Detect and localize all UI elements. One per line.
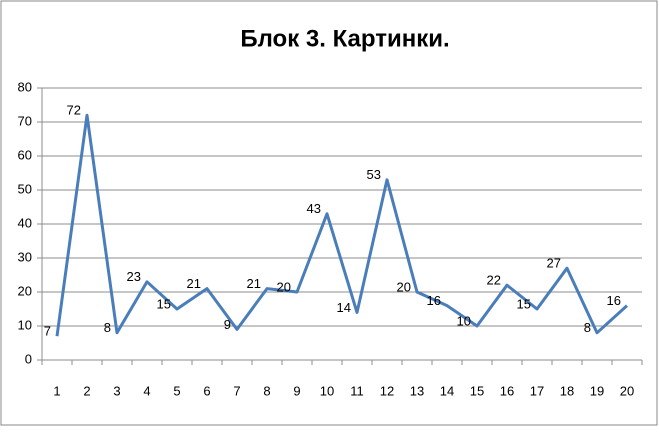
- x-tick-label: 16: [500, 383, 514, 398]
- data-label: 22: [487, 273, 501, 288]
- x-tick-label: 1: [53, 383, 60, 398]
- data-label: 72: [67, 103, 81, 118]
- x-tick-label: 18: [560, 383, 574, 398]
- x-tick-label: 7: [233, 383, 240, 398]
- x-tick-label: 5: [173, 383, 180, 398]
- data-label: 14: [337, 300, 351, 315]
- y-tick-label: 20: [18, 283, 32, 298]
- y-tick-label: 30: [18, 249, 32, 264]
- data-label: 7: [44, 324, 51, 339]
- y-tick-label: 0: [25, 351, 32, 366]
- x-tick-label: 15: [470, 383, 484, 398]
- chart-title: Блок 3. Картинки.: [240, 25, 449, 52]
- y-tick-label: 60: [18, 147, 32, 162]
- x-tick-label: 12: [380, 383, 394, 398]
- data-label: 16: [607, 293, 621, 308]
- x-tick-label: 17: [530, 383, 544, 398]
- y-tick-label: 70: [18, 113, 32, 128]
- data-label: 9: [224, 317, 231, 332]
- x-tick-label: 4: [143, 383, 150, 398]
- data-label: 21: [247, 276, 261, 291]
- y-tick-label: 50: [18, 181, 32, 196]
- x-tick-label: 6: [203, 383, 210, 398]
- x-tick-label: 14: [440, 383, 454, 398]
- x-tick-label: 11: [350, 383, 364, 398]
- x-tick-label: 20: [620, 383, 634, 398]
- x-tick-label: 3: [113, 383, 120, 398]
- data-label: 8: [104, 320, 111, 335]
- data-label: 10: [457, 313, 471, 328]
- data-label: 21: [187, 276, 201, 291]
- data-label: 53: [367, 167, 381, 182]
- data-label: 20: [277, 279, 291, 294]
- data-label: 43: [307, 201, 321, 216]
- y-tick-label: 10: [18, 317, 32, 332]
- data-label: 16: [427, 293, 441, 308]
- data-label: 15: [517, 296, 531, 311]
- x-tick-label: 10: [320, 383, 334, 398]
- x-tick-label: 2: [83, 383, 90, 398]
- data-label: 15: [157, 296, 171, 311]
- line-series: [55, 113, 629, 337]
- x-tick-label: 13: [410, 383, 424, 398]
- y-tick-label: 80: [18, 79, 32, 94]
- data-label: 23: [127, 269, 141, 284]
- data-label: 20: [397, 279, 411, 294]
- y-tick-label: 40: [18, 215, 32, 230]
- x-tick-label: 9: [293, 383, 300, 398]
- x-tick-label: 19: [590, 383, 604, 398]
- x-tick-label: 8: [263, 383, 270, 398]
- data-label: 27: [547, 256, 561, 271]
- data-label: 8: [584, 320, 591, 335]
